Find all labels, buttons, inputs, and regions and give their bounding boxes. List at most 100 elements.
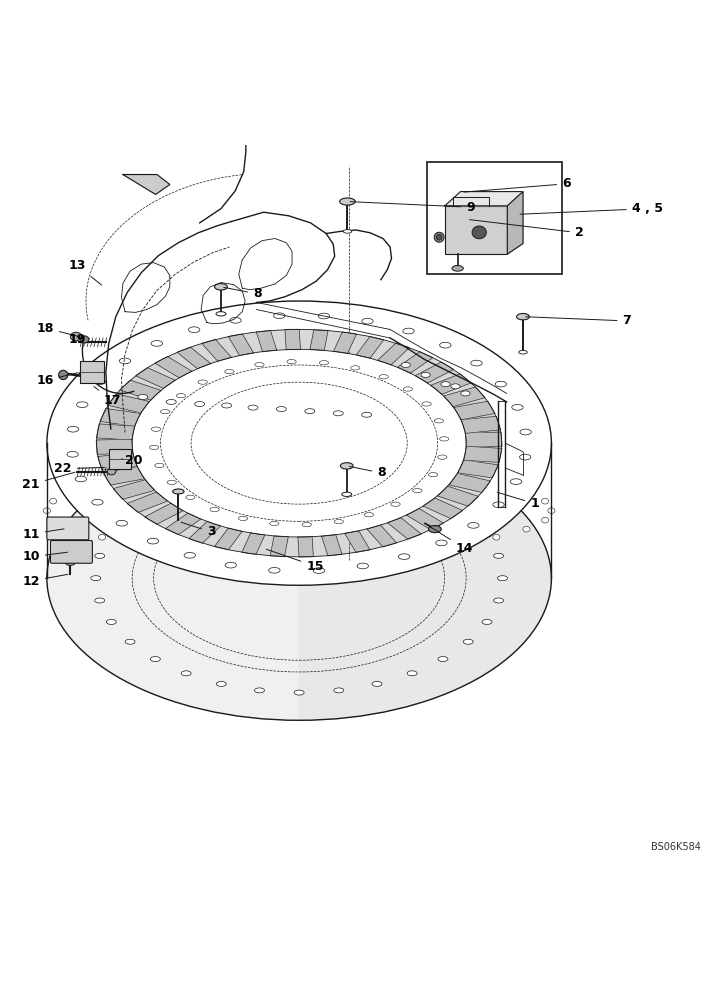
Ellipse shape xyxy=(248,405,258,410)
Text: 7: 7 xyxy=(525,314,632,327)
Ellipse shape xyxy=(68,489,75,495)
Ellipse shape xyxy=(333,411,343,416)
Ellipse shape xyxy=(58,370,68,380)
Ellipse shape xyxy=(350,366,360,370)
Ellipse shape xyxy=(495,381,506,387)
Ellipse shape xyxy=(391,502,400,506)
Ellipse shape xyxy=(519,350,528,354)
Ellipse shape xyxy=(357,563,369,569)
Polygon shape xyxy=(458,460,498,478)
Polygon shape xyxy=(407,509,444,530)
Polygon shape xyxy=(98,453,137,470)
Polygon shape xyxy=(466,432,502,447)
Ellipse shape xyxy=(334,520,343,524)
Text: 14: 14 xyxy=(427,525,473,555)
Ellipse shape xyxy=(147,538,159,544)
Ellipse shape xyxy=(438,455,447,459)
FancyBboxPatch shape xyxy=(51,541,93,563)
Polygon shape xyxy=(461,416,501,433)
Polygon shape xyxy=(47,301,299,720)
Text: 20: 20 xyxy=(122,454,142,467)
Ellipse shape xyxy=(318,313,330,319)
Ellipse shape xyxy=(342,492,352,496)
Ellipse shape xyxy=(225,562,236,568)
Ellipse shape xyxy=(189,327,200,333)
Ellipse shape xyxy=(403,387,412,391)
Ellipse shape xyxy=(493,534,500,540)
Ellipse shape xyxy=(120,358,130,364)
Ellipse shape xyxy=(254,463,264,468)
Ellipse shape xyxy=(108,468,116,475)
Ellipse shape xyxy=(407,481,417,486)
Text: 3: 3 xyxy=(181,522,216,538)
Polygon shape xyxy=(155,357,192,378)
Polygon shape xyxy=(444,387,485,407)
Ellipse shape xyxy=(512,405,523,410)
Ellipse shape xyxy=(379,375,388,379)
Ellipse shape xyxy=(216,312,226,316)
Ellipse shape xyxy=(334,688,344,693)
Ellipse shape xyxy=(268,567,280,573)
Text: 12: 12 xyxy=(22,574,68,588)
Polygon shape xyxy=(322,535,342,556)
Polygon shape xyxy=(285,329,300,350)
FancyBboxPatch shape xyxy=(109,449,132,469)
Ellipse shape xyxy=(97,329,502,557)
Ellipse shape xyxy=(67,451,78,457)
Ellipse shape xyxy=(294,461,304,466)
Ellipse shape xyxy=(464,512,473,517)
Ellipse shape xyxy=(230,318,241,323)
Text: 22: 22 xyxy=(54,462,105,475)
Polygon shape xyxy=(145,503,183,524)
Ellipse shape xyxy=(438,495,448,500)
Ellipse shape xyxy=(464,639,473,644)
Ellipse shape xyxy=(167,399,176,404)
Polygon shape xyxy=(127,492,167,512)
Ellipse shape xyxy=(434,232,444,242)
Bar xyxy=(427,162,562,274)
Ellipse shape xyxy=(150,657,160,662)
Ellipse shape xyxy=(405,546,412,552)
Ellipse shape xyxy=(453,474,460,480)
Polygon shape xyxy=(96,424,135,440)
Polygon shape xyxy=(423,498,463,519)
Polygon shape xyxy=(96,439,132,454)
Ellipse shape xyxy=(150,445,159,450)
Ellipse shape xyxy=(276,407,286,412)
Polygon shape xyxy=(356,337,384,358)
Ellipse shape xyxy=(68,426,79,432)
Ellipse shape xyxy=(106,532,116,537)
Ellipse shape xyxy=(239,549,246,555)
Ellipse shape xyxy=(441,382,450,387)
Polygon shape xyxy=(120,380,161,400)
Ellipse shape xyxy=(80,336,89,343)
Polygon shape xyxy=(177,347,211,369)
Polygon shape xyxy=(271,536,288,557)
Polygon shape xyxy=(100,408,140,426)
Ellipse shape xyxy=(320,361,329,365)
Text: BS06K584: BS06K584 xyxy=(651,842,701,852)
Ellipse shape xyxy=(138,474,145,480)
Ellipse shape xyxy=(167,480,177,484)
Ellipse shape xyxy=(482,619,492,624)
Polygon shape xyxy=(431,374,471,394)
Ellipse shape xyxy=(436,540,447,546)
Ellipse shape xyxy=(66,560,75,565)
Polygon shape xyxy=(229,334,253,355)
Ellipse shape xyxy=(434,419,444,423)
Ellipse shape xyxy=(182,671,191,676)
Ellipse shape xyxy=(493,481,500,487)
Text: 17: 17 xyxy=(94,387,121,407)
Ellipse shape xyxy=(302,523,311,527)
Ellipse shape xyxy=(517,313,530,320)
Ellipse shape xyxy=(493,502,504,508)
Ellipse shape xyxy=(184,552,196,558)
Ellipse shape xyxy=(173,489,184,494)
Polygon shape xyxy=(378,343,409,365)
Polygon shape xyxy=(449,473,491,492)
Text: 9: 9 xyxy=(350,201,475,214)
Ellipse shape xyxy=(70,332,82,341)
Ellipse shape xyxy=(198,380,207,384)
Ellipse shape xyxy=(493,553,503,558)
Polygon shape xyxy=(397,352,433,373)
